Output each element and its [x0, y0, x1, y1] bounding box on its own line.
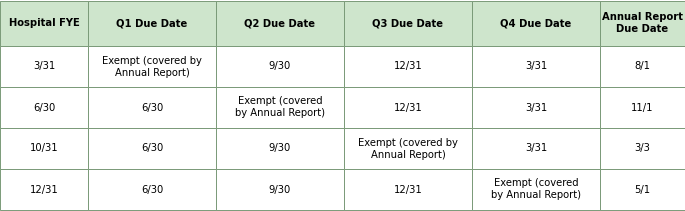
- Bar: [0, 46, 88, 87]
- Bar: [472, 128, 600, 169]
- Text: 3/31: 3/31: [33, 61, 55, 72]
- Text: 12/31: 12/31: [394, 184, 423, 195]
- Text: 12/31: 12/31: [394, 103, 423, 112]
- Text: Q2 Due Date: Q2 Due Date: [245, 19, 316, 28]
- Text: Q1 Due Date: Q1 Due Date: [116, 19, 188, 28]
- Text: 6/30: 6/30: [33, 103, 55, 112]
- Text: 9/30: 9/30: [269, 61, 291, 72]
- Text: Annual Report
Due Date: Annual Report Due Date: [602, 12, 683, 35]
- Text: Hospital FYE: Hospital FYE: [9, 19, 79, 28]
- Text: 6/30: 6/30: [141, 103, 163, 112]
- Bar: [472, 1, 600, 46]
- Bar: [344, 128, 472, 169]
- Bar: [472, 46, 600, 87]
- Bar: [0, 128, 88, 169]
- Text: 3/31: 3/31: [525, 61, 547, 72]
- Bar: [216, 169, 344, 210]
- Text: Exempt (covered by
Annual Report): Exempt (covered by Annual Report): [102, 55, 202, 77]
- Text: 5/1: 5/1: [634, 184, 651, 195]
- Text: 10/31: 10/31: [29, 143, 58, 153]
- Bar: [344, 87, 472, 128]
- Text: Exempt (covered
by Annual Report): Exempt (covered by Annual Report): [235, 96, 325, 119]
- Bar: [216, 46, 344, 87]
- Bar: [88, 169, 216, 210]
- Bar: [0, 169, 88, 210]
- Bar: [472, 87, 600, 128]
- Bar: [0, 87, 88, 128]
- Bar: [344, 169, 472, 210]
- Bar: [600, 87, 685, 128]
- Text: 11/1: 11/1: [632, 103, 653, 112]
- Bar: [600, 46, 685, 87]
- Bar: [88, 128, 216, 169]
- Text: 9/30: 9/30: [269, 184, 291, 195]
- Bar: [344, 46, 472, 87]
- Bar: [88, 1, 216, 46]
- Text: 3/31: 3/31: [525, 103, 547, 112]
- Text: 3/3: 3/3: [634, 143, 651, 153]
- Bar: [600, 1, 685, 46]
- Text: 3/31: 3/31: [525, 143, 547, 153]
- Bar: [472, 169, 600, 210]
- Bar: [216, 128, 344, 169]
- Text: 12/31: 12/31: [394, 61, 423, 72]
- Text: 9/30: 9/30: [269, 143, 291, 153]
- Bar: [600, 128, 685, 169]
- Text: Q4 Due Date: Q4 Due Date: [500, 19, 571, 28]
- Bar: [0, 1, 88, 46]
- Text: 6/30: 6/30: [141, 184, 163, 195]
- Text: 6/30: 6/30: [141, 143, 163, 153]
- Text: 8/1: 8/1: [634, 61, 651, 72]
- Text: Exempt (covered by
Annual Report): Exempt (covered by Annual Report): [358, 138, 458, 160]
- Bar: [88, 46, 216, 87]
- Text: Q3 Due Date: Q3 Due Date: [373, 19, 443, 28]
- Bar: [216, 1, 344, 46]
- Text: Exempt (covered
by Annual Report): Exempt (covered by Annual Report): [491, 179, 581, 200]
- Bar: [88, 87, 216, 128]
- Bar: [344, 1, 472, 46]
- Bar: [216, 87, 344, 128]
- Bar: [600, 169, 685, 210]
- Text: 12/31: 12/31: [29, 184, 58, 195]
